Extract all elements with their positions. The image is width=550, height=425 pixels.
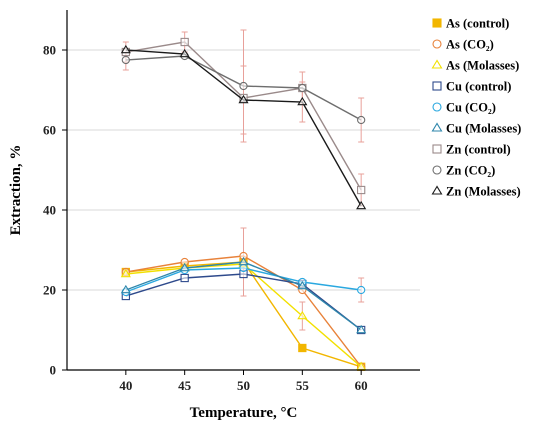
legend: As (control) As (CO₂) As (Molasses) Cu (con…: [431, 17, 521, 199]
series-5: [120, 256, 367, 334]
x-tick-labels: 40 45 50 55 60: [119, 378, 367, 393]
legend-label-8: Zn (Molasses): [446, 185, 521, 199]
series-7: [121, 51, 366, 125]
data-point-6-1: [180, 37, 189, 47]
legend-marker-8: [431, 185, 443, 195]
data-point-7-4: [357, 115, 366, 125]
data-point-4-2: [239, 263, 248, 273]
data-point-8-3: [297, 96, 308, 106]
legend-label-4: Cu (CO₂): [446, 101, 496, 115]
legend-marker-7: [432, 165, 442, 175]
data-point-5-0: [120, 284, 131, 294]
x-tick-label-40: 40: [119, 378, 132, 393]
legend-marker-6: [432, 144, 442, 154]
x-tick-label-55: 55: [296, 378, 310, 393]
data-point-7-3: [298, 83, 307, 93]
legend-marker-0: [432, 18, 442, 28]
legend-label-3: Cu (control): [446, 80, 511, 94]
y-tick-label-60: 60: [43, 123, 56, 138]
legend-marker-1: [432, 39, 442, 49]
legend-label-6: Zn (control): [446, 143, 511, 157]
legend-marker-4: [432, 102, 442, 112]
legend-label-7: Zn (CO₂): [446, 164, 495, 178]
data-point-7-2: [239, 81, 248, 91]
x-tick-label-45: 45: [178, 378, 192, 393]
legend-label-0: As (control): [446, 17, 509, 31]
data-point-2-0: [120, 268, 131, 278]
data-point-3-1: [180, 273, 189, 283]
series-8: [120, 44, 367, 210]
x-tick-label-60: 60: [355, 378, 368, 393]
data-point-4-4: [357, 285, 366, 295]
data-point-5-3: [297, 280, 308, 290]
legend-label-5: Cu (Molasses): [446, 122, 521, 136]
data-point-0-3: [298, 343, 307, 353]
y-tick-label-40: 40: [43, 203, 56, 218]
data-point-8-1: [179, 48, 190, 58]
legend-marker-3: [432, 81, 442, 91]
data-point-6-4: [357, 185, 366, 195]
legend-label-1: As (CO₂): [446, 38, 494, 52]
y-axis-title: Extraction, %: [8, 145, 24, 236]
y-tick-label-80: 80: [43, 43, 56, 58]
x-tick-label-50: 50: [237, 378, 250, 393]
data-point-5-2: [238, 256, 249, 266]
data-point-5-1: [179, 262, 190, 272]
legend-label-2: As (Molasses): [446, 59, 519, 73]
y-tick-labels: 0 20 40 60 80: [43, 43, 56, 378]
legend-marker-5: [431, 122, 443, 132]
axes: [62, 10, 420, 375]
data-point-7-0: [121, 55, 130, 65]
data-point-8-2: [238, 94, 249, 104]
data-point-8-4: [356, 200, 367, 210]
y-tick-label-0: 0: [50, 363, 57, 378]
x-axis-title: Temperature, °C: [190, 405, 298, 421]
y-tick-label-20: 20: [43, 283, 56, 298]
data-point-2-3: [297, 310, 308, 320]
data-point-5-4: [356, 324, 367, 334]
series-lines: [120, 37, 367, 371]
data-point-8-0: [120, 44, 131, 54]
legend-marker-2: [431, 59, 443, 69]
